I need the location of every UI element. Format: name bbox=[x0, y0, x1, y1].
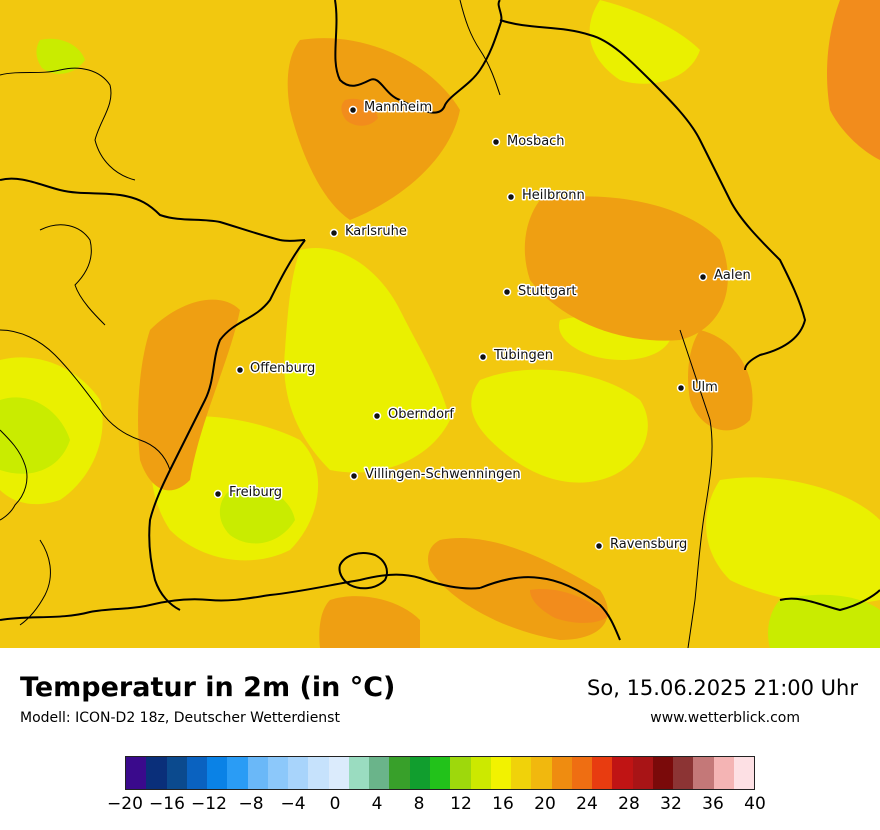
legend-swatch bbox=[146, 757, 167, 789]
legend-tick-label: −4 bbox=[280, 794, 306, 814]
city-marker-villingen-schwenningen[interactable]: Villingen-Schwenningen bbox=[349, 466, 522, 484]
legend-tick-label: −16 bbox=[149, 794, 185, 814]
city-label: Ulm bbox=[692, 380, 718, 395]
temperature-map: Mannheim Mosbach Heilbronn Karlsruhe Aal… bbox=[0, 0, 880, 649]
legend-tick-label: 0 bbox=[329, 794, 341, 814]
city-marker-oberndorf[interactable]: Oberndorf bbox=[372, 406, 456, 424]
city-label: Karlsruhe bbox=[345, 224, 407, 239]
cool-temperature-areas bbox=[0, 0, 880, 604]
legend-tick-label: −12 bbox=[191, 794, 227, 814]
legend-swatch bbox=[429, 757, 451, 789]
legend-swatch bbox=[247, 757, 268, 789]
city-label: Mosbach bbox=[507, 134, 565, 149]
legend-swatch bbox=[288, 757, 309, 789]
map-footer: Temperatur in 2m (in °C) Modell: ICON-D2… bbox=[0, 648, 880, 830]
legend-tick-label: 4 bbox=[371, 794, 383, 814]
warm-temperature-areas bbox=[138, 38, 753, 648]
legend-swatch bbox=[693, 757, 714, 789]
hot-temperature-areas bbox=[341, 0, 880, 623]
legend-tick-label: 28 bbox=[618, 794, 640, 814]
city-label: Offenburg bbox=[250, 361, 315, 376]
city-marker-aalen[interactable]: Aalen bbox=[698, 267, 752, 285]
legend-tick-label: 24 bbox=[576, 794, 598, 814]
model-info: Modell: ICON-D2 18z, Deutscher Wetterdie… bbox=[20, 710, 340, 726]
city-label: Ravensburg bbox=[610, 537, 687, 552]
state-borders bbox=[0, 0, 880, 641]
city-marker-offenburg[interactable]: Offenburg bbox=[235, 360, 317, 378]
city-label: Villingen-Schwenningen bbox=[365, 467, 521, 482]
city-label: Heilbronn bbox=[522, 188, 585, 203]
legend-swatch bbox=[511, 757, 532, 789]
city-label: Freiburg bbox=[229, 485, 282, 500]
legend-tick-label: 20 bbox=[534, 794, 556, 814]
legend-swatch bbox=[612, 757, 633, 789]
legend-swatch bbox=[186, 757, 208, 789]
city-marker-freiburg[interactable]: Freiburg bbox=[213, 484, 284, 502]
legend-swatch bbox=[592, 757, 613, 789]
legend-tick-label: −20 bbox=[107, 794, 143, 814]
legend-swatch bbox=[673, 757, 694, 789]
legend-swatch bbox=[652, 757, 674, 789]
legend-swatch bbox=[450, 757, 471, 789]
legend-tick-label: −8 bbox=[238, 794, 264, 814]
city-label: Mannheim bbox=[364, 100, 432, 115]
district-borders bbox=[0, 0, 713, 649]
legend-tick-label: 32 bbox=[660, 794, 682, 814]
legend-tick-label: 8 bbox=[413, 794, 425, 814]
legend-swatch bbox=[348, 757, 370, 789]
legend-swatch bbox=[531, 757, 552, 789]
legend-swatch bbox=[409, 757, 430, 789]
legend-swatch bbox=[733, 757, 755, 789]
cooler-temperature-areas bbox=[0, 38, 880, 648]
map-svg: Mannheim Mosbach Heilbronn Karlsruhe Aal… bbox=[0, 0, 880, 649]
legend-swatch bbox=[389, 757, 410, 789]
legend-tick-label: 12 bbox=[450, 794, 472, 814]
legend-swatch bbox=[571, 757, 593, 789]
city-label: Aalen bbox=[714, 268, 751, 283]
legend-swatch bbox=[267, 757, 289, 789]
city-marker-karlsruhe[interactable]: Karlsruhe bbox=[329, 223, 408, 241]
legend-tick-label: 36 bbox=[702, 794, 724, 814]
legend-swatch bbox=[551, 757, 572, 789]
city-marker-ulm[interactable]: Ulm bbox=[676, 379, 719, 397]
legend-tick-label: 16 bbox=[492, 794, 514, 814]
city-label: Stuttgart bbox=[518, 284, 576, 299]
legend-swatch bbox=[308, 757, 329, 789]
legend-tick-label: 40 bbox=[744, 794, 766, 814]
city-marker-stuttgart[interactable]: Stuttgart bbox=[502, 283, 578, 301]
legend-swatch bbox=[126, 757, 147, 789]
map-title: Temperatur in 2m (in °C) bbox=[20, 672, 396, 703]
forecast-datetime: So, 15.06.2025 21:00 Uhr bbox=[587, 676, 858, 700]
legend-swatch bbox=[470, 757, 491, 789]
legend-tick-labels: −20 −16 −12 −8 −4 0 4 8 12 16 20 24 28 32 36 40 bbox=[107, 794, 766, 818]
city-label: Oberndorf bbox=[388, 407, 454, 422]
color-legend bbox=[125, 756, 755, 790]
legend-swatch bbox=[227, 757, 248, 789]
legend-swatch bbox=[207, 757, 228, 789]
city-marker-ravensburg[interactable]: Ravensburg bbox=[594, 536, 689, 554]
legend-swatch bbox=[369, 757, 390, 789]
legend-swatch bbox=[328, 757, 349, 789]
city-marker-tuebingen[interactable]: Tübingen bbox=[478, 347, 555, 365]
city-marker-mosbach[interactable]: Mosbach bbox=[491, 133, 566, 151]
legend-swatch bbox=[632, 757, 653, 789]
legend-swatch bbox=[713, 757, 734, 789]
legend-swatch bbox=[490, 757, 512, 789]
city-marker-heilbronn[interactable]: Heilbronn bbox=[506, 187, 586, 205]
city-markers: Mannheim Mosbach Heilbronn Karlsruhe Aal… bbox=[213, 99, 752, 554]
legend-swatch bbox=[166, 757, 187, 789]
city-marker-mannheim[interactable]: Mannheim bbox=[348, 99, 434, 117]
website-link[interactable]: www.wetterblick.com bbox=[650, 710, 800, 726]
city-label: Tübingen bbox=[493, 348, 553, 363]
